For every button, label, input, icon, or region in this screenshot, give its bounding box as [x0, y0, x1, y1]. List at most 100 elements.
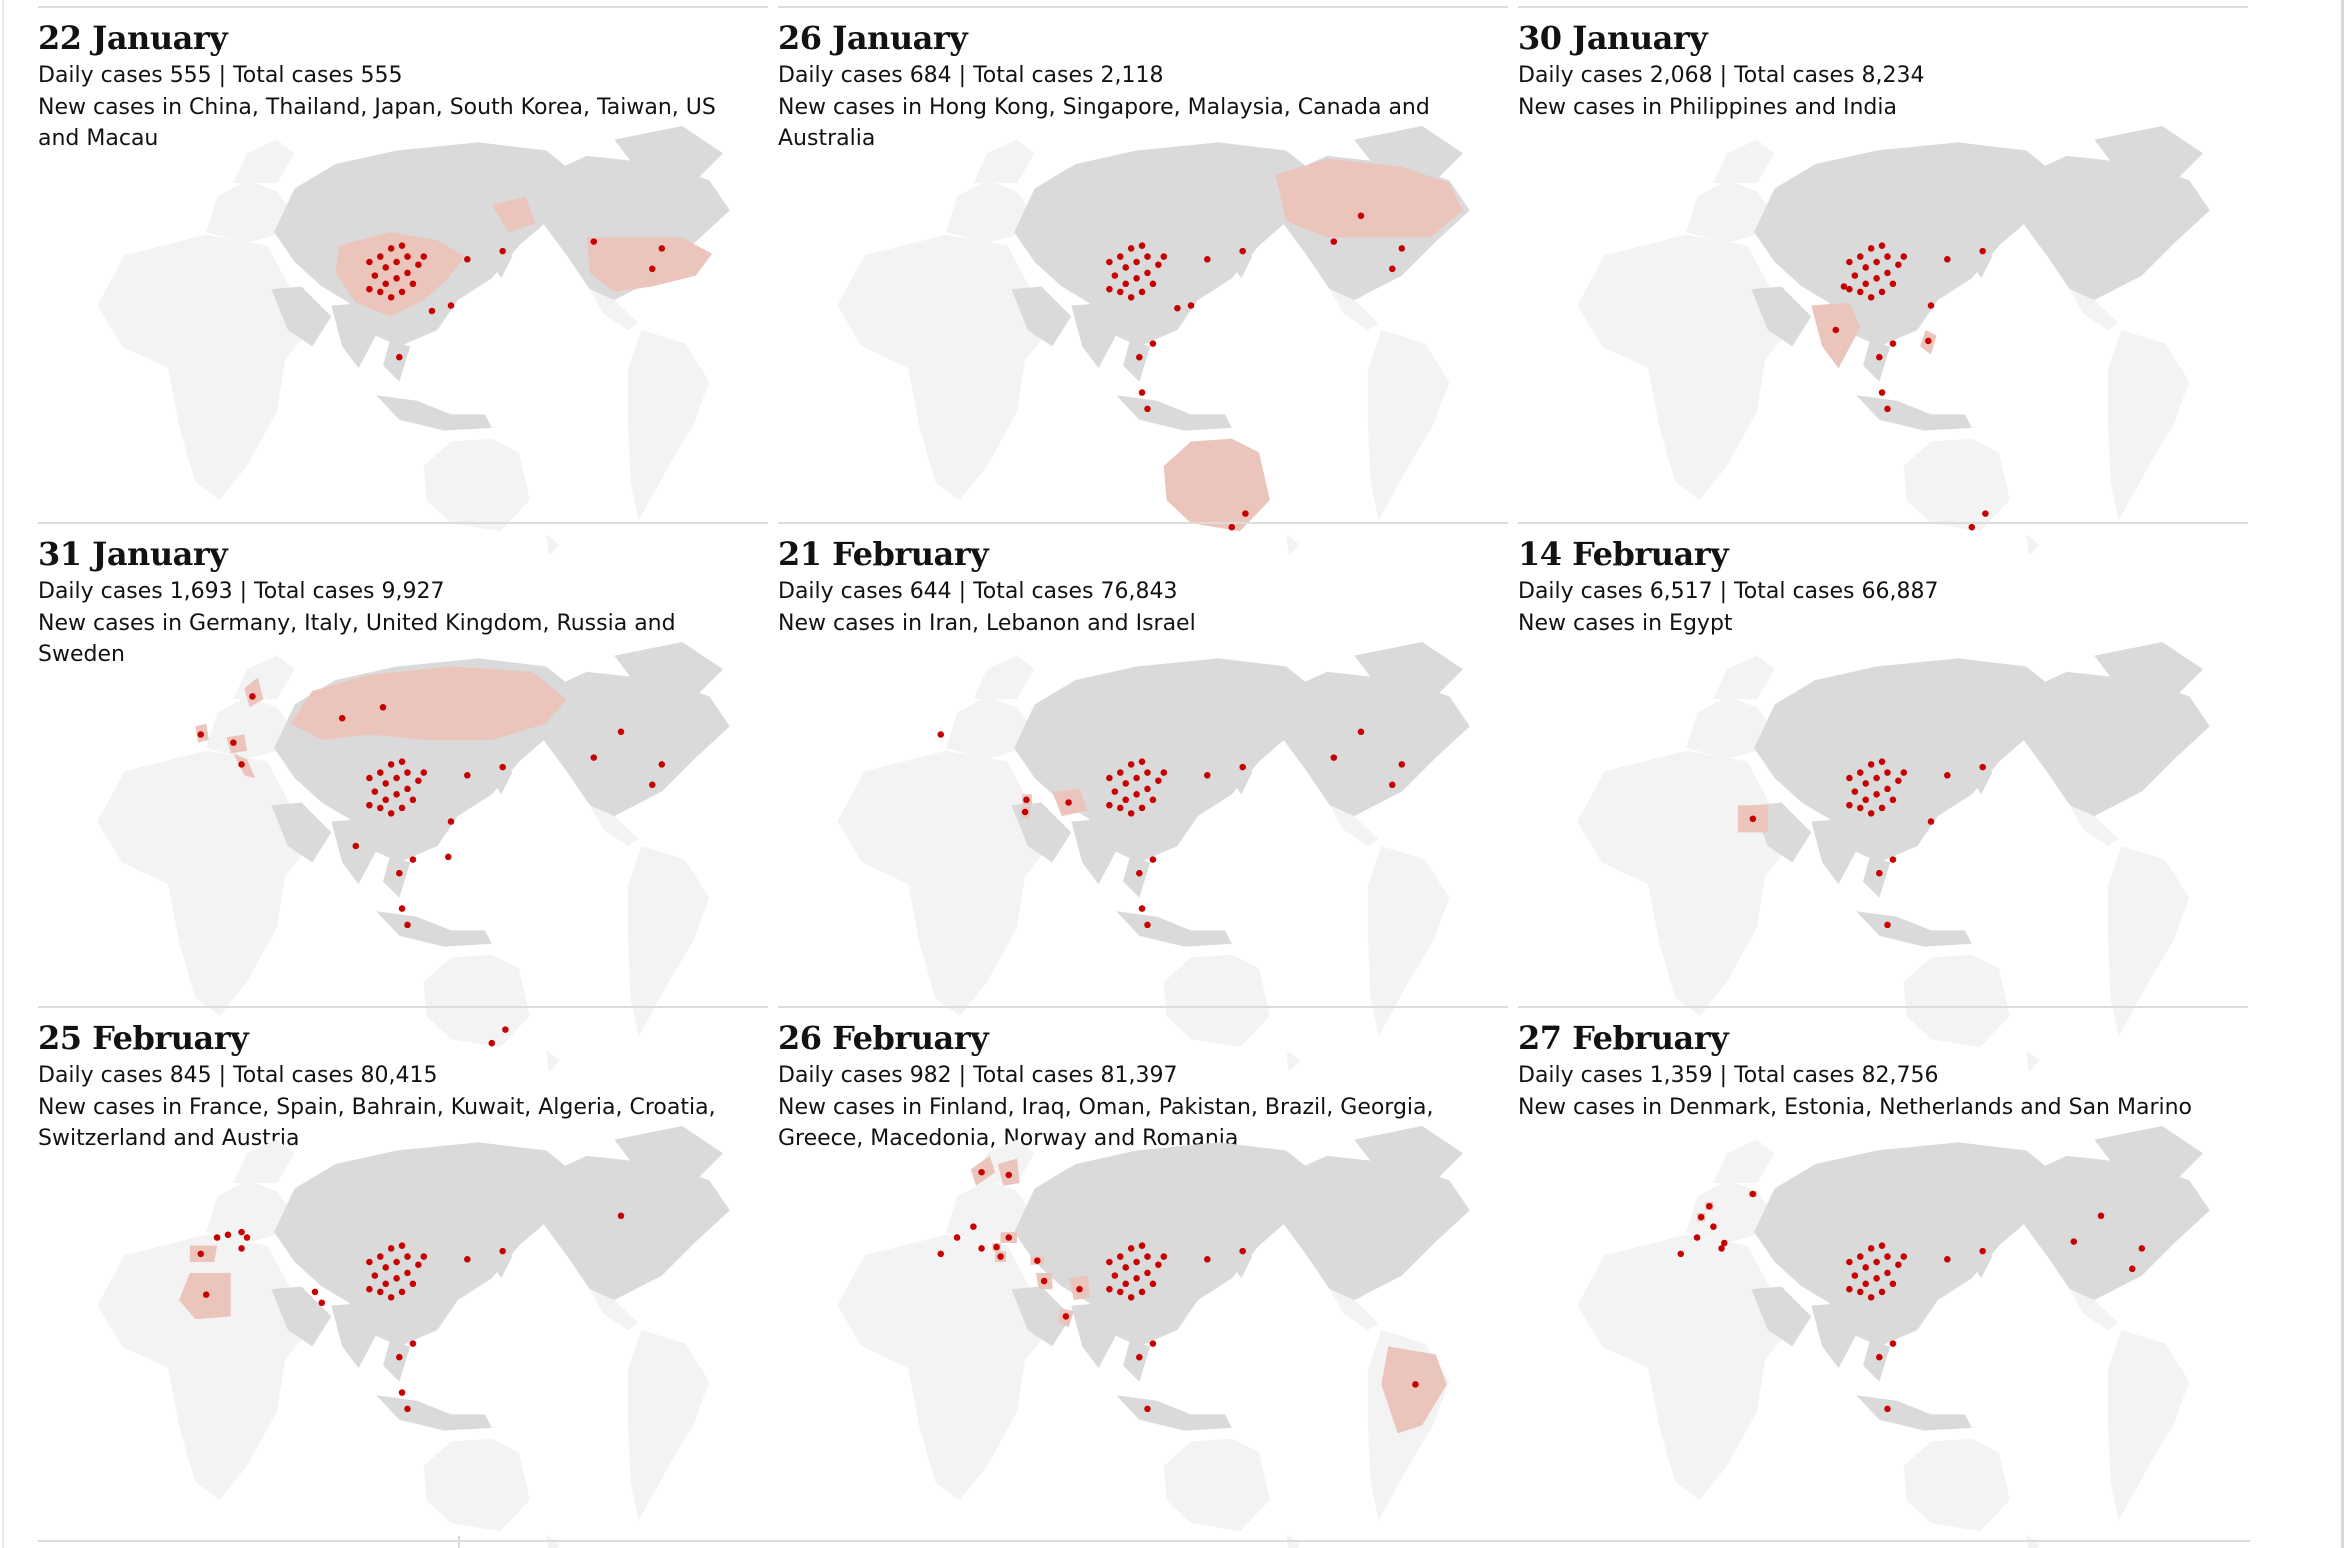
case-dot-china — [409, 796, 417, 804]
case-dot-italy — [978, 1245, 985, 1252]
case-dot-japan — [1239, 763, 1246, 771]
case-dot-germany — [970, 1223, 977, 1230]
case-dot-japan — [499, 763, 506, 771]
case-dot-china — [398, 804, 406, 812]
case-dot-spain — [937, 1250, 945, 1258]
case-dot-china — [1846, 801, 1853, 809]
landmass-se-asia — [383, 1340, 411, 1382]
case-dot-china — [377, 1253, 384, 1260]
landmass-n-america — [1272, 671, 1470, 817]
case-dot-china — [1873, 275, 1880, 282]
case-dot-china — [404, 769, 411, 776]
case-dot-malaysia — [398, 1389, 406, 1396]
map-grid: 22 January Daily cases 555 | Total cases… — [38, 6, 2250, 1548]
landmass-japan — [490, 753, 513, 795]
new-cases-text: New cases in Germany, Italy, United King… — [38, 611, 676, 667]
case-dot-china — [1851, 272, 1859, 279]
landmass-asia-main — [1754, 1142, 2061, 1347]
case-dot-thailand — [1876, 353, 1883, 361]
case-dot-china — [1884, 769, 1891, 776]
panel-date: 26 January — [778, 19, 968, 57]
landmass-s-america — [2107, 846, 2190, 1037]
case-dot-south-korea — [464, 256, 471, 263]
case-dot-china — [1873, 791, 1880, 798]
case-dot-vietnam — [409, 1340, 417, 1347]
case-dot-france — [1693, 1234, 1701, 1241]
case-dot-china — [1127, 1294, 1135, 1301]
landmass-n-america — [532, 671, 730, 817]
landmass-australia — [1903, 1438, 2010, 1532]
case-dot-canada — [2097, 1212, 2105, 1220]
landmass-australia — [423, 438, 530, 532]
highlight-india — [1811, 302, 1861, 369]
case-dot-china — [1160, 769, 1168, 776]
case-dot-south-korea — [464, 1256, 471, 1263]
case-dot-china — [1106, 1258, 1113, 1266]
panel-divider — [1518, 1006, 2248, 1008]
case-dot-china — [1160, 1253, 1168, 1260]
case-dot-china — [398, 1242, 406, 1249]
case-dot-china — [1122, 1280, 1129, 1288]
panel-divider — [778, 522, 1508, 524]
landmass-india — [1071, 1302, 1121, 1369]
landmass-australia — [1903, 438, 2010, 532]
new-cases-text: New cases in China, Thailand, Japan, Sou… — [38, 95, 716, 151]
landmass-europe — [1686, 696, 1771, 759]
case-dot-china — [1111, 1272, 1119, 1279]
case-dot-china — [1857, 1288, 1864, 1296]
panel-date: 14 February — [1518, 535, 1729, 573]
case-dot-china — [1149, 280, 1157, 288]
case-dot-china — [387, 294, 395, 301]
case-dot-china — [1884, 269, 1891, 277]
landmass-asia-main — [1014, 1142, 1321, 1347]
case-dot-china — [1144, 785, 1151, 793]
case-dot-thailand — [1876, 1353, 1883, 1361]
highlight-germany — [226, 734, 247, 754]
case-dot-china — [382, 796, 389, 804]
landmass-japan — [490, 237, 513, 279]
case-dot-china — [420, 769, 428, 776]
case-dot-china — [377, 288, 384, 296]
case-dot-bahrain — [318, 1299, 326, 1307]
panel-divider — [778, 1006, 1508, 1008]
case-dot-south-korea — [1204, 256, 1211, 263]
highlight-china — [335, 232, 465, 317]
case-dot-thailand — [1876, 869, 1883, 877]
landmass-c-america — [589, 289, 639, 330]
case-stats: Daily cases 555 | Total cases 555 — [38, 63, 403, 88]
case-dot-china — [1878, 1288, 1886, 1296]
highlight-australia — [1163, 438, 1270, 532]
landmass-se-asia — [1123, 1340, 1151, 1382]
case-dot-china — [393, 275, 400, 282]
case-dot-netherlands — [1697, 1213, 1705, 1221]
case-dot-china — [1857, 804, 1864, 812]
landmass-c-america — [2069, 805, 2119, 846]
case-dot-china — [1133, 258, 1140, 266]
panel-divider — [1518, 6, 2248, 8]
panel-divider — [1518, 522, 2248, 524]
landmass-india — [1071, 302, 1121, 369]
case-dot-china — [1878, 242, 1886, 249]
case-dot-china — [1862, 1264, 1869, 1271]
landmass-n-america — [2012, 155, 2210, 301]
case-dot-china — [371, 272, 379, 279]
landmass-asia-main — [1754, 142, 2061, 347]
case-dot-china — [1857, 288, 1864, 296]
landmass-australia — [423, 954, 530, 1048]
case-dot-vietnam — [409, 856, 417, 863]
map-panel: 31 January Daily cases 1,693 | Total cas… — [38, 522, 768, 1072]
case-dot-china — [1846, 1258, 1853, 1266]
landmass-india — [1811, 818, 1861, 885]
case-dot-san-marino — [1721, 1239, 1728, 1247]
case-dot-china — [1867, 245, 1875, 252]
case-dot-china — [1117, 804, 1124, 812]
landmass-india — [331, 302, 381, 369]
case-dot-singapore — [1884, 405, 1891, 413]
case-dot-china — [1895, 777, 1902, 784]
landmass-india — [1071, 818, 1121, 885]
case-dot-china — [1133, 791, 1140, 798]
case-dot-china — [1851, 1272, 1859, 1279]
case-dot-china — [1867, 1245, 1875, 1252]
map-panel: 22 January Daily cases 555 | Total cases… — [38, 6, 768, 556]
case-dot-china — [1144, 253, 1151, 260]
